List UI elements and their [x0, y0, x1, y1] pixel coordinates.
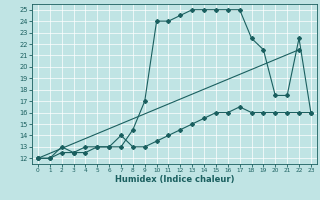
X-axis label: Humidex (Indice chaleur): Humidex (Indice chaleur) — [115, 175, 234, 184]
